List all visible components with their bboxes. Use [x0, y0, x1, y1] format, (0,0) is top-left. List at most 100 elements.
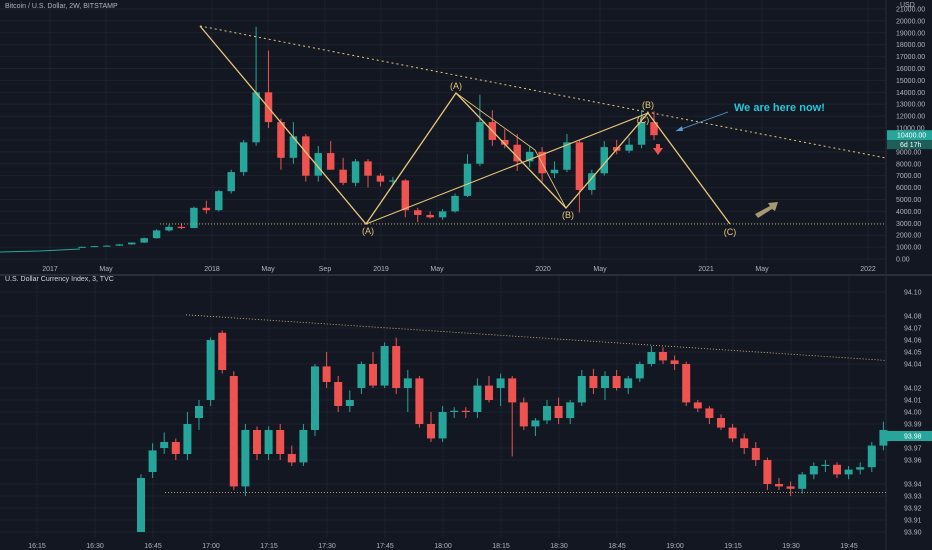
- y-tick-label: 94.08: [904, 314, 922, 321]
- candle-body: [241, 430, 250, 487]
- candle-body: [401, 180, 410, 211]
- candle-body: [550, 169, 559, 174]
- dxy-legend: U.S. Dollar Currency Index, 3, TVC: [5, 276, 114, 283]
- y-tick-label: 2000.00: [896, 233, 921, 240]
- channel-lower-line: [365, 112, 649, 225]
- y-tick-label: 15000.00: [896, 78, 925, 85]
- y-tick-label: 5000.00: [896, 197, 921, 204]
- candle-body: [763, 460, 772, 484]
- y-tick-label: 12000.00: [896, 114, 925, 121]
- wave-label: (A): [362, 226, 374, 236]
- candle-body: [426, 214, 434, 218]
- candle-body: [463, 163, 472, 196]
- y-tick-label: 21000.00: [896, 7, 925, 14]
- candle-body: [879, 430, 888, 446]
- candle-body: [508, 378, 517, 403]
- candle-body: [195, 406, 203, 418]
- candle-body: [659, 352, 667, 361]
- price-tag: [887, 431, 932, 441]
- countdown-value: 6d 17h: [900, 142, 922, 149]
- y-tick-label: 7000.00: [896, 173, 921, 180]
- dxy-chart-pane[interactable]: 94.10 94.08 94.07 94.06 94.05 94.04 94.02 94.01…: [0, 276, 932, 550]
- candle-body: [90, 246, 99, 248]
- candle-body: [519, 402, 528, 427]
- resistance-trendline: [199, 25, 887, 159]
- wave-label: (C): [637, 115, 650, 125]
- candle-body: [563, 142, 571, 170]
- candle-body: [351, 161, 360, 183]
- candle-body: [128, 242, 136, 245]
- y-tick-label: 1000.00: [896, 245, 921, 252]
- candle-body: [229, 376, 238, 487]
- x-tick-label: 19:00: [666, 543, 684, 550]
- x-tick-label: May: [99, 266, 113, 273]
- down-arrow-icon: [653, 148, 663, 155]
- candle-body: [171, 442, 180, 454]
- x-tick-label: 18:30: [550, 543, 568, 550]
- candle-body: [485, 385, 493, 400]
- candle-body: [473, 385, 482, 412]
- btc-chart[interactable]: 21000.00 20000.00 19000.00 18000.00 17000.00…: [0, 0, 932, 275]
- y-tick-label: 93.99: [904, 422, 922, 429]
- y-tick-label: 93.96: [904, 458, 922, 465]
- x-tick-label: 19:15: [724, 543, 742, 550]
- candle-body: [438, 211, 447, 218]
- candle-body: [314, 153, 322, 176]
- down-arrow-icon: [656, 144, 660, 149]
- y-tick-label: 8000.00: [896, 161, 921, 168]
- candle-body: [588, 173, 596, 190]
- candle-body: [589, 376, 598, 388]
- wave-label: (B): [642, 100, 654, 110]
- unit-label: USD: [900, 2, 915, 9]
- y-tick-label: 13000.00: [896, 102, 925, 109]
- y-tick-label: 14000.00: [896, 90, 925, 97]
- pane-divider[interactable]: [0, 274, 932, 276]
- x-tick-label: 2022: [860, 266, 876, 273]
- candle-body: [403, 378, 412, 388]
- candle-body: [501, 139, 509, 145]
- x-tick-label: May: [593, 266, 607, 273]
- candle-body: [345, 400, 354, 406]
- y-tick-label: 6000.00: [896, 185, 921, 192]
- candle-body: [334, 382, 343, 406]
- x-tick-label: 19:45: [840, 543, 858, 550]
- candle-body: [299, 430, 308, 463]
- candle-body: [206, 340, 215, 400]
- candle-body: [531, 420, 540, 427]
- candle-body: [140, 238, 148, 243]
- candle-body: [625, 144, 633, 151]
- candle-body: [867, 445, 876, 468]
- countdown-tag: [887, 140, 932, 150]
- candle-body: [302, 136, 310, 176]
- candle-body: [414, 210, 422, 215]
- candle-body: [566, 402, 575, 418]
- inner-wave-line: [455, 92, 536, 151]
- candle-body: [227, 172, 235, 192]
- y-tick-label: 17000.00: [896, 54, 925, 61]
- candle-body: [554, 406, 563, 418]
- y-tick-label: 94.04: [904, 362, 922, 369]
- btc-chart-pane[interactable]: 21000.00 20000.00 19000.00 18000.00 17000.00…: [0, 0, 932, 275]
- candle-body: [809, 466, 818, 475]
- y-tick-label: 94.02: [904, 386, 922, 393]
- candle-body: [339, 169, 347, 183]
- candle-body: [103, 245, 111, 247]
- y-tick-label: 9000.00: [896, 149, 921, 156]
- candle-body: [218, 332, 227, 370]
- candle-body: [369, 364, 377, 386]
- candle-body: [276, 430, 285, 454]
- candle-body: [496, 378, 505, 388]
- candle-body: [637, 122, 646, 145]
- candle-body: [160, 442, 169, 448]
- note-arrow-head: [676, 126, 683, 131]
- dxy-chart[interactable]: 94.10 94.08 94.07 94.06 94.05 94.04 94.02 94.01…: [0, 276, 932, 550]
- candle-body: [525, 151, 534, 162]
- candle-body: [415, 378, 424, 424]
- candle-body: [78, 246, 86, 248]
- candle-body: [476, 122, 484, 164]
- candle-body: [575, 142, 584, 190]
- candle-body: [461, 410, 470, 412]
- x-tick-label: May: [430, 266, 444, 273]
- candle-body: [670, 360, 679, 364]
- candle-body: [856, 467, 865, 470]
